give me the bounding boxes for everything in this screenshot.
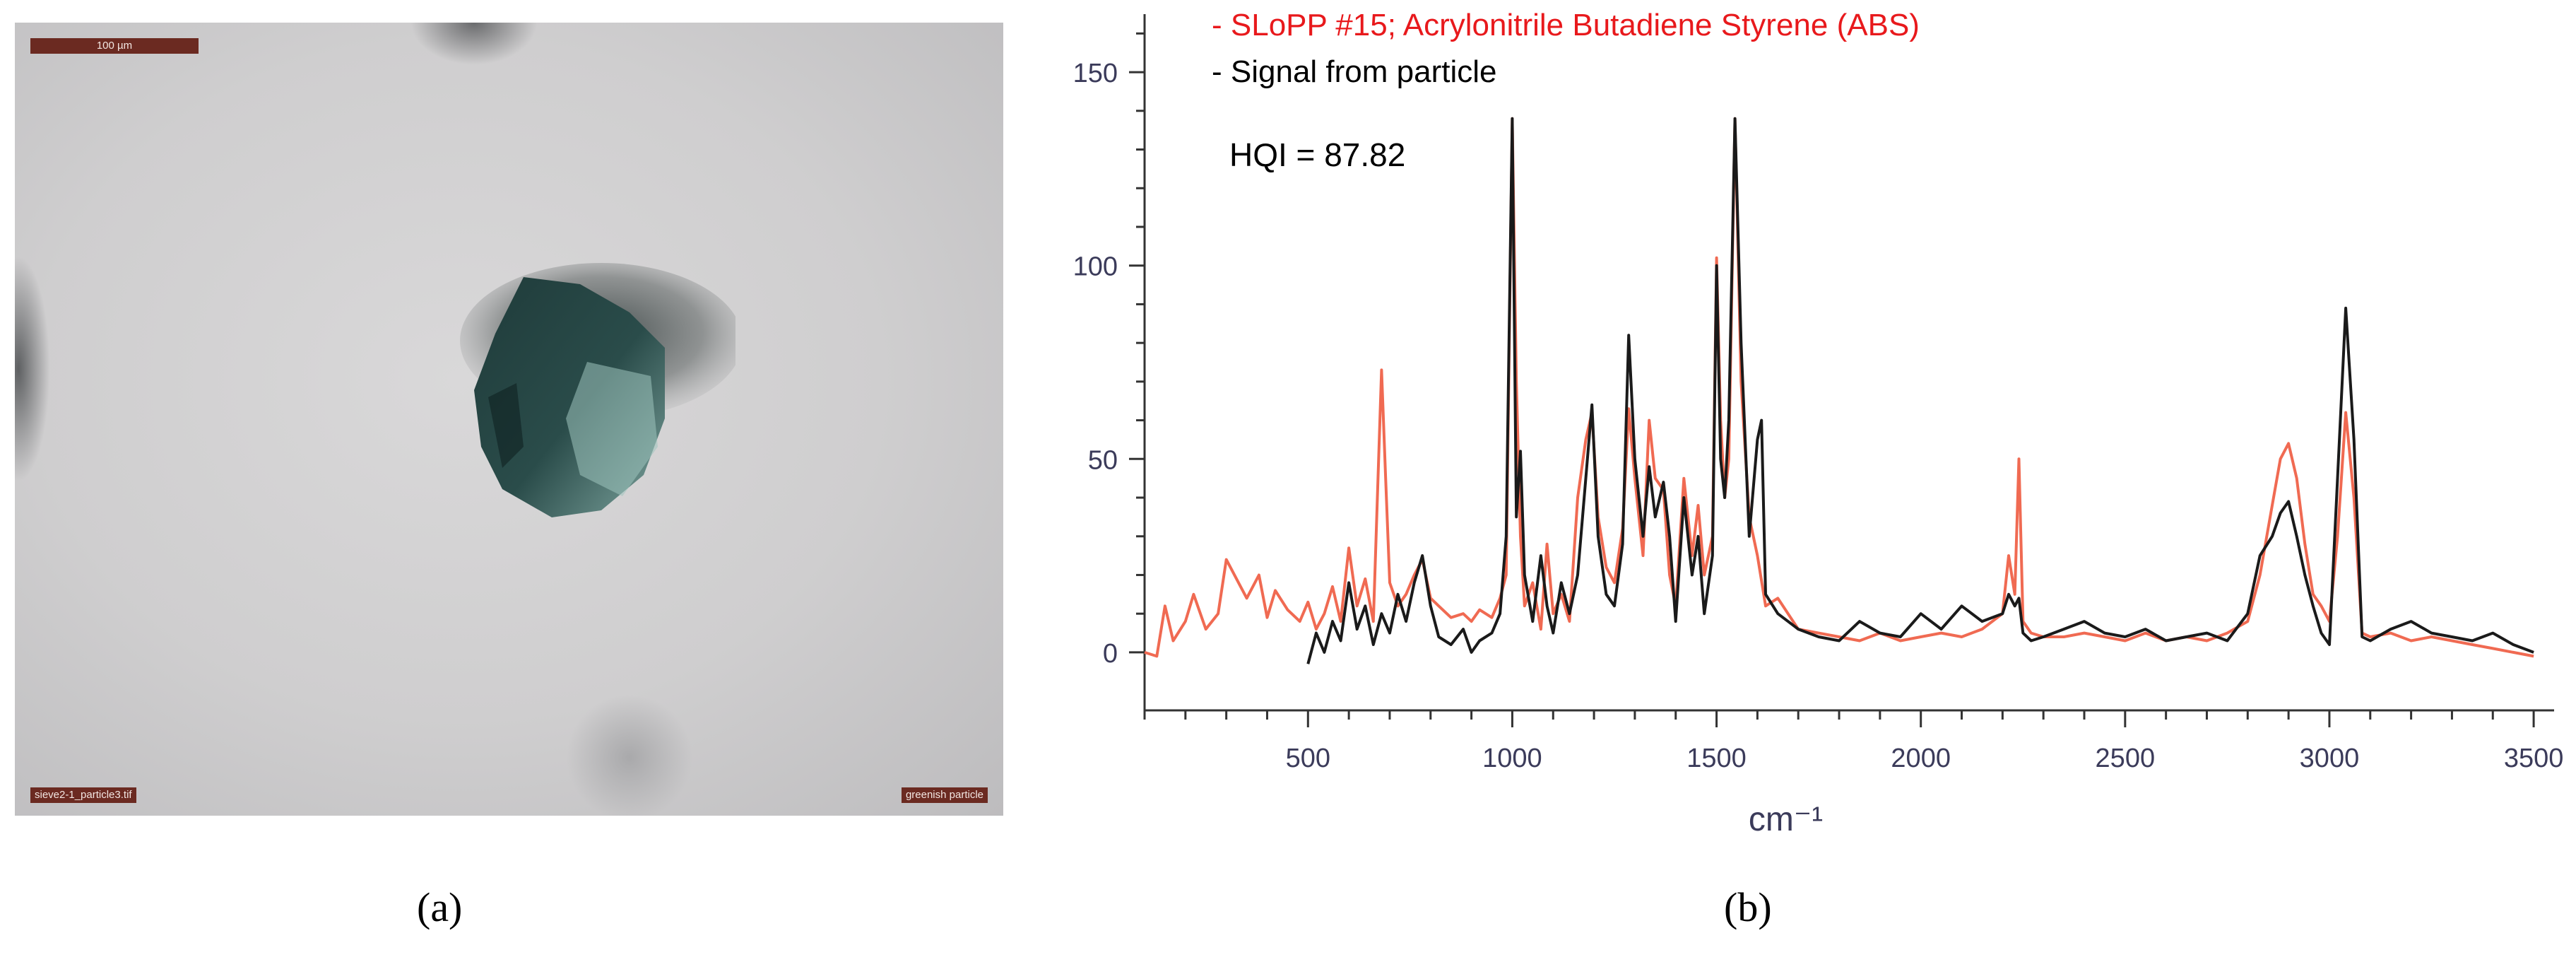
x-tick-label: 3500 [2504,744,2564,773]
particle-description-label: greenish particle [901,787,988,803]
x-axis-label: cm⁻¹ [1749,801,1823,838]
y-tick-label: 150 [1073,59,1118,88]
micrograph-image: 100 µm sieve2-1_particle3.tif greenish p… [15,23,1003,816]
x-tick-label: 2500 [2096,744,2156,773]
raman-spectrum-chart: 0 50 100 150 500 1000 1500 2000 2500 3000 3500 cm⁻¹… [1073,8,2564,838]
series-line-reference-abs [1144,117,2534,658]
micrograph-vignette-top [410,23,538,65]
greenish-particle [460,263,735,517]
x-tick-label: 1500 [1686,744,1747,773]
micrograph-vignette-left [15,256,50,482]
hqi-annotation: HQI = 87.82 [1229,136,1405,173]
micrograph-vignette-bottom [566,694,693,816]
series-line-particle-signal [1306,117,2534,664]
x-tick-label: 3000 [2300,744,2360,773]
chart-series [1144,117,2534,664]
y-tick-label: 100 [1073,252,1118,282]
caption-a: (a) [417,884,463,930]
legend-entry: - Signal from particle [1212,54,1496,89]
y-tick-label: 0 [1103,639,1118,669]
scale-bar: 100 µm [30,38,199,54]
y-tick-label: 50 [1088,445,1118,475]
x-tick-label: 500 [1286,744,1330,773]
caption-b: (b) [1724,884,1772,930]
chart-axes: 0 50 100 150 500 1000 1500 2000 2500 3000 3500 cm⁻¹ [1073,14,2564,838]
chart-legend: - SLoPP #15; Acrylonitrile Butadiene Sty… [1212,8,1920,173]
legend-entry: - SLoPP #15; Acrylonitrile Butadiene Sty… [1212,8,1920,42]
x-tick-label: 2000 [1891,744,1951,773]
x-tick-label: 1000 [1482,744,1542,773]
file-name-label: sieve2-1_particle3.tif [30,787,136,803]
